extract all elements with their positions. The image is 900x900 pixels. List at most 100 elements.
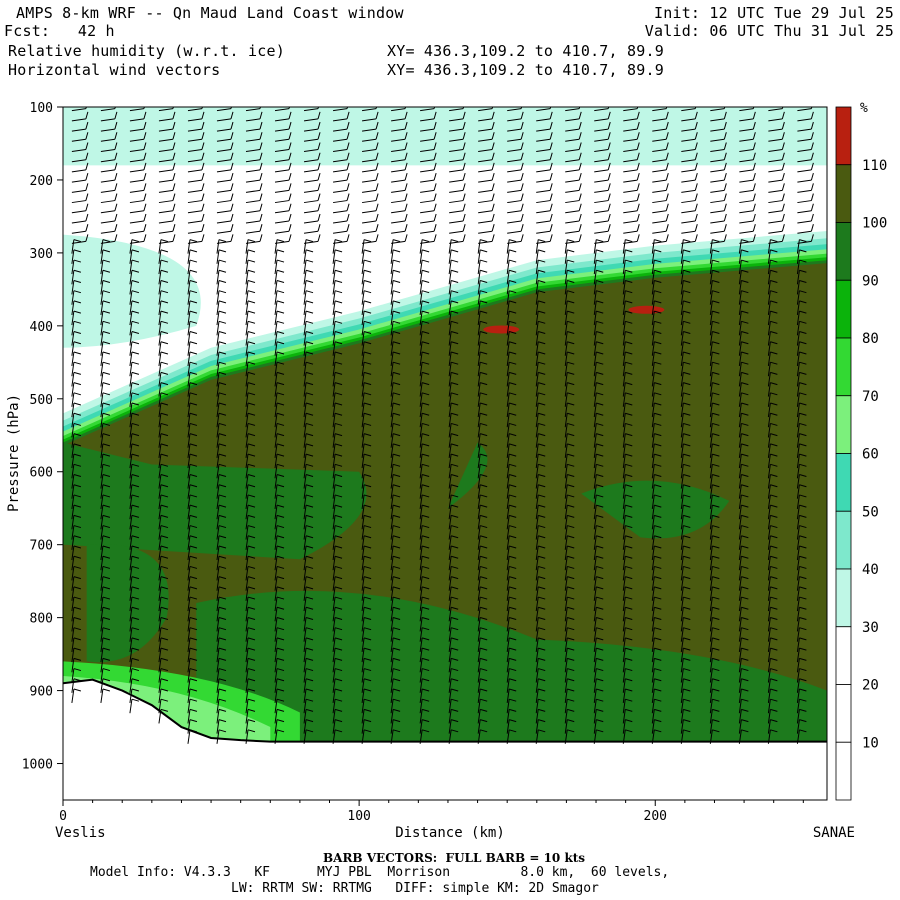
wind-barb-shaft bbox=[158, 637, 162, 652]
wind-barb-flag bbox=[625, 545, 633, 549]
wind-barb-shaft bbox=[303, 249, 307, 264]
wind-barb-shaft bbox=[361, 719, 365, 734]
wind-barb-flag bbox=[567, 422, 575, 426]
wind-barb-shaft bbox=[361, 505, 365, 520]
wind-barb-shaft bbox=[332, 138, 348, 142]
wind-barb-shaft bbox=[216, 362, 220, 377]
wind-barb-flag bbox=[683, 239, 691, 243]
wind-barb-shaft bbox=[274, 259, 278, 275]
wind-barb-shaft bbox=[216, 576, 220, 591]
wind-barb-shaft bbox=[767, 464, 771, 479]
wind-barb-flag bbox=[288, 213, 292, 222]
wind-barb-flag bbox=[218, 412, 227, 416]
wind-barb-flag bbox=[509, 647, 517, 651]
wind-barb-flag bbox=[201, 193, 205, 201]
wind-barb-flag bbox=[131, 555, 140, 559]
wind-barb-flag bbox=[404, 172, 408, 181]
wind-barb-flag bbox=[451, 249, 459, 253]
wind-barb-shaft bbox=[71, 179, 86, 183]
wind-barb-shaft bbox=[216, 220, 232, 224]
wind-barb-shaft bbox=[680, 402, 684, 418]
wind-barb-shaft bbox=[506, 484, 510, 499]
wind-barb-shaft bbox=[216, 372, 220, 387]
wind-barb-flag bbox=[810, 121, 814, 130]
wind-barb-shaft bbox=[332, 505, 336, 520]
wind-barb-flag bbox=[712, 249, 720, 253]
wind-barb-flag bbox=[654, 361, 662, 365]
wind-barb-shaft bbox=[448, 474, 452, 489]
wind-barb-shaft bbox=[593, 494, 597, 510]
wind-barb-shaft bbox=[245, 607, 249, 622]
wind-barb-shaft bbox=[651, 556, 655, 571]
wind-barb-flag bbox=[102, 617, 111, 620]
wind-barb-shaft bbox=[565, 138, 580, 142]
x-tick-label: 200 bbox=[644, 809, 667, 824]
wind-barb-shaft bbox=[564, 311, 568, 326]
wind-barb-shaft bbox=[332, 382, 336, 397]
wind-barb-shaft bbox=[738, 402, 742, 418]
wind-barb-shaft bbox=[767, 699, 771, 714]
wind-barb-shaft bbox=[187, 270, 191, 285]
wind-barb-shaft bbox=[187, 341, 191, 356]
wind-barb-flag bbox=[480, 627, 488, 631]
wind-barb-shaft bbox=[274, 678, 278, 693]
wind-barb-flag bbox=[654, 545, 662, 549]
wind-barb-shaft bbox=[332, 280, 336, 295]
wind-barb-shaft bbox=[100, 586, 104, 601]
wind-barb-flag bbox=[276, 269, 285, 273]
wind-barb-flag bbox=[218, 300, 227, 304]
wind-barb-shaft bbox=[129, 179, 144, 183]
wind-barb-shaft bbox=[767, 627, 771, 642]
wind-barb-shaft bbox=[245, 566, 249, 581]
wind-barb-flag bbox=[770, 617, 778, 620]
wind-barb-flag bbox=[567, 402, 575, 406]
wind-barb-flag bbox=[665, 121, 669, 130]
wind-barb-shaft bbox=[361, 331, 365, 346]
wind-barb-flag bbox=[276, 422, 285, 426]
wind-barb-flag bbox=[712, 290, 720, 294]
wind-barb-flag bbox=[392, 668, 401, 672]
wind-barb-shaft bbox=[274, 138, 290, 142]
wind-barb-shaft bbox=[420, 200, 435, 204]
wind-barb-shaft bbox=[158, 118, 174, 122]
y-tick-label: 400 bbox=[30, 320, 53, 335]
wind-barb-flag bbox=[683, 596, 691, 600]
wind-barb-shaft bbox=[536, 149, 551, 152]
wind-barb-shaft bbox=[535, 259, 539, 275]
wind-barb-shaft bbox=[448, 556, 452, 571]
wind-barb-shaft bbox=[361, 596, 365, 612]
wind-barb-shaft bbox=[593, 709, 597, 724]
wind-barb-flag bbox=[712, 637, 720, 641]
wind-barb-flag bbox=[305, 433, 314, 437]
wind-barb-flag bbox=[305, 351, 314, 355]
wind-barb-shaft bbox=[477, 433, 481, 448]
wind-barb-shaft bbox=[709, 239, 713, 254]
wind-barb-shaft bbox=[129, 331, 133, 346]
wind-barb-shaft bbox=[390, 311, 394, 326]
wind-barb-flag bbox=[770, 668, 778, 672]
wind-barb-shaft bbox=[71, 149, 86, 152]
wind-barb-shaft bbox=[507, 138, 522, 142]
wind-barb-shaft bbox=[129, 576, 133, 591]
wind-barb-shaft bbox=[71, 290, 75, 305]
colorbar-label: 50 bbox=[862, 504, 879, 520]
wind-barb-flag bbox=[451, 371, 459, 375]
wind-barb-flag bbox=[625, 729, 633, 733]
wind-barb-shaft bbox=[419, 290, 423, 305]
wind-barb-flag bbox=[334, 576, 343, 580]
wind-barb-flag bbox=[131, 535, 140, 539]
wind-barb-shaft bbox=[593, 331, 597, 346]
wind-barb-flag bbox=[810, 111, 814, 119]
wind-barb-flag bbox=[462, 183, 466, 191]
wind-barb-shaft bbox=[303, 392, 307, 407]
wind-barb-flag bbox=[480, 688, 488, 692]
wind-barb-flag bbox=[451, 525, 459, 529]
wind-barb-flag bbox=[683, 688, 691, 692]
wind-barb-flag bbox=[392, 269, 401, 273]
wind-barb-flag bbox=[520, 234, 524, 242]
wind-barb-shaft bbox=[419, 239, 423, 254]
wind-barb-flag bbox=[654, 617, 662, 620]
wind-barb-shaft bbox=[100, 678, 104, 693]
wind-barb-shaft bbox=[796, 535, 800, 550]
wind-barb-flag bbox=[102, 657, 111, 661]
